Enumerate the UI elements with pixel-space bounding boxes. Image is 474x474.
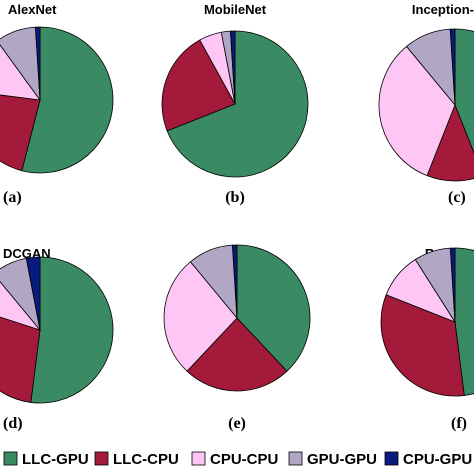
pie-slice-cpu-gpu <box>34 26 41 101</box>
pie-slice-llc-gpu <box>454 28 474 155</box>
pie-slice-llc-cpu <box>380 294 465 397</box>
pie-slice-cpu-gpu <box>449 247 456 323</box>
pie-slice-cpu-gpu <box>25 256 41 331</box>
panel-label: (c) <box>448 189 466 206</box>
panel-title: Inception- <box>412 2 474 17</box>
pie-slice-llc-gpu <box>30 256 114 404</box>
pie-panel-6: ResNet-(f) <box>380 246 474 432</box>
legend-label: GPU-GPU <box>307 451 377 468</box>
panel-label: (a) <box>3 189 22 206</box>
legend-label: CPU-GPU <box>403 451 472 468</box>
pie-panel-4: DCGAN(d) <box>0 246 114 432</box>
legend-swatch <box>191 451 206 466</box>
pie-slice-llc-cpu <box>161 39 236 132</box>
pie-slice-cpu-cpu <box>378 45 456 177</box>
pie-slice-cpu-cpu <box>163 261 238 372</box>
legend-swatch <box>288 451 303 466</box>
pie-panel-1: AlexNet (a) <box>0 2 114 206</box>
panel-label: (e) <box>228 415 246 432</box>
legend-label: LLC-GPU <box>22 451 89 468</box>
pie-panel-3: Inception- (c) <box>378 2 474 206</box>
legend: LLC-GPU LLC-CPU CPU-CPU GPU-GPU CPU-GPU <box>3 451 472 468</box>
pie-slice-llc-gpu <box>166 30 309 178</box>
legend-item-cpu-cpu: CPU-CPU <box>191 451 278 468</box>
pie-slice-cpu-gpu <box>229 30 236 105</box>
legend-swatch <box>384 451 399 466</box>
legend-swatch <box>3 451 18 466</box>
legend-item-llc-gpu: LLC-GPU <box>3 451 89 468</box>
pie-slice-cpu-gpu <box>449 28 456 106</box>
pie-panel-5: VGG 19(e) <box>163 244 311 432</box>
pie-slice-llc-cpu <box>186 317 288 392</box>
legend-item-gpu-gpu: GPU-GPU <box>288 451 377 468</box>
legend-swatch <box>94 451 109 466</box>
pie-slice-cpu-gpu <box>231 244 238 319</box>
panel-label: (b) <box>225 189 245 206</box>
legend-item-llc-cpu: LLC-CPU <box>94 451 179 468</box>
panel-label: (d) <box>3 415 23 432</box>
pie-slice-llc-gpu <box>236 244 311 372</box>
panel-title: AlexNet <box>8 2 57 17</box>
panel-label: (f) <box>451 415 467 432</box>
legend-label: CPU-CPU <box>210 451 278 468</box>
legend-label: LLC-CPU <box>113 451 179 468</box>
pie-slice-llc-cpu <box>0 94 41 172</box>
panel-title: MobileNet <box>204 2 267 17</box>
pie-slice-llc-cpu <box>0 316 41 403</box>
pie-slice-llc-gpu <box>21 26 114 174</box>
pie-panel-2: MobileNet (b) <box>161 2 309 206</box>
legend-item-cpu-gpu: CPU-GPU <box>384 451 472 468</box>
